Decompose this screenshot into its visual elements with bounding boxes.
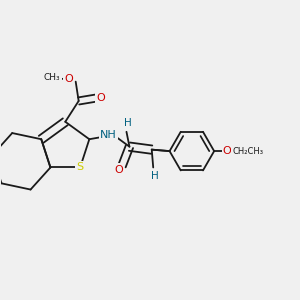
Text: CH₃: CH₃ (44, 73, 60, 82)
Text: CH₂CH₃: CH₂CH₃ (233, 147, 264, 156)
Text: O: O (223, 146, 232, 156)
Text: NH: NH (100, 130, 117, 140)
Text: O: O (114, 164, 123, 175)
Text: O: O (64, 74, 73, 84)
Text: O: O (96, 93, 105, 103)
Text: H: H (124, 118, 132, 128)
Text: S: S (76, 163, 84, 172)
Text: H: H (151, 171, 159, 181)
